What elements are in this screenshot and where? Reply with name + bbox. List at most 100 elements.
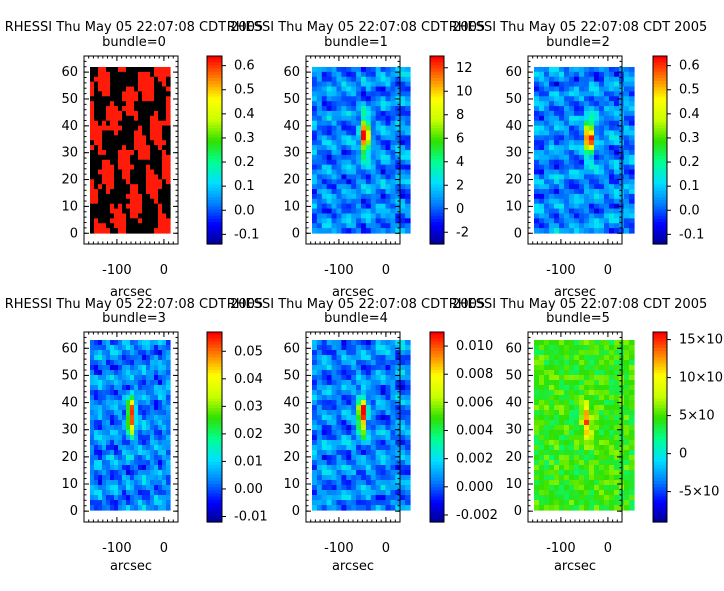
heatmap-cell: [549, 130, 555, 136]
heatmap-cell: [166, 395, 171, 401]
heatmap-cell: [150, 184, 155, 190]
heatmap-cell: [126, 490, 131, 496]
heatmap-cell: [370, 375, 377, 381]
heatmap-cell: [162, 430, 167, 436]
heatmap-cell: [380, 193, 387, 200]
heatmap-cell: [118, 101, 123, 107]
heatmap-cell: [385, 415, 391, 421]
heatmap-image: [90, 340, 171, 511]
heatmap-cell: [609, 81, 615, 88]
heatmap-cell: [351, 71, 357, 78]
heatmap-cell: [569, 425, 575, 431]
heatmap-cell: [604, 164, 610, 171]
heatmap-cell: [559, 150, 565, 156]
heatmap-cell: [351, 395, 357, 401]
heatmap-cell: [138, 415, 143, 421]
heatmap-cell: [106, 350, 111, 356]
heatmap-cell: [370, 500, 377, 506]
heatmap-cell: [554, 470, 560, 476]
heatmap-cell: [326, 375, 333, 381]
heatmap-cell: [110, 395, 115, 401]
heatmap-cell: [158, 395, 163, 401]
heatmap-cell: [326, 228, 333, 234]
heatmap-cell: [356, 228, 362, 234]
heatmap-cell: [321, 385, 328, 391]
colorbar-swatch: [653, 159, 667, 164]
heatmap-cell: [356, 203, 362, 210]
heatmap-cell: [370, 355, 377, 361]
heatmap-cell: [90, 495, 95, 501]
colorbar-swatch: [430, 506, 444, 510]
heatmap-cell: [365, 110, 372, 117]
heatmap-cell: [126, 106, 131, 112]
heatmap-cell: [395, 76, 401, 83]
heatmap-cell: [599, 340, 605, 346]
heatmap-cell: [110, 130, 115, 136]
heatmap-cell: [158, 71, 163, 78]
heatmap-cell: [544, 130, 550, 136]
heatmap-cell: [584, 135, 590, 141]
heatmap-cell: [599, 213, 605, 219]
heatmap-cell: [154, 81, 159, 88]
colorbar-swatch: [207, 215, 222, 220]
heatmap-cell: [365, 86, 372, 93]
heatmap-cell: [118, 355, 123, 361]
heatmap-cell: [405, 154, 411, 161]
heatmap-cell: [336, 189, 342, 195]
heatmap-cell: [351, 485, 357, 491]
heatmap-cell: [569, 400, 575, 406]
heatmap-cell: [142, 425, 147, 431]
colorbar-swatch: [430, 168, 444, 173]
heatmap-cell: [90, 390, 95, 396]
heatmap-cell: [539, 355, 545, 361]
heatmap-cell: [312, 500, 318, 506]
heatmap-cell: [321, 470, 328, 476]
colorbar-swatch: [207, 487, 222, 491]
heatmap-cell: [624, 400, 630, 406]
x-tick-label: 0: [604, 263, 612, 278]
heatmap-cell: [102, 490, 107, 496]
heatmap-cell: [554, 425, 560, 431]
heatmap-cell: [594, 174, 600, 180]
heatmap-cell: [110, 445, 115, 451]
heatmap-cell: [321, 208, 328, 215]
heatmap-cell: [110, 505, 115, 511]
heatmap-cell: [326, 174, 333, 180]
heatmap-cell: [326, 425, 333, 431]
heatmap-cell: [629, 91, 635, 97]
colorbar-swatch: [207, 106, 222, 110]
heatmap-cell: [534, 385, 540, 391]
heatmap-cell: [126, 345, 131, 351]
heatmap-cell: [146, 340, 151, 346]
heatmap-cell: [380, 223, 387, 229]
heatmap-cell: [584, 345, 590, 351]
heatmap-cell: [316, 405, 323, 411]
heatmap-cell: [138, 420, 143, 426]
heatmap-cell: [594, 184, 600, 190]
heatmap-cell: [361, 465, 367, 471]
heatmap-cell: [365, 435, 372, 441]
heatmap-cell: [405, 110, 411, 117]
heatmap-cell: [569, 86, 575, 93]
heatmap-cell: [584, 203, 590, 210]
heatmap-cell: [395, 480, 401, 486]
heatmap-cell: [341, 385, 347, 391]
heatmap-cell: [365, 340, 372, 346]
heatmap-cell: [544, 470, 550, 476]
y-tick-label: 60: [283, 341, 300, 356]
heatmap-cell: [326, 140, 333, 146]
heatmap-cell: [138, 164, 143, 171]
heatmap-cell: [594, 140, 600, 146]
heatmap-cell: [599, 435, 605, 441]
colorbar-swatch: [207, 515, 222, 520]
heatmap-cell: [114, 198, 119, 205]
heatmap-cell: [375, 425, 382, 431]
heatmap-cell: [150, 189, 155, 195]
heatmap-cell: [118, 430, 123, 436]
heatmap-cell: [98, 400, 103, 406]
heatmap-cell: [559, 350, 565, 356]
heatmap-cell: [110, 430, 115, 436]
heatmap-cell: [405, 475, 411, 481]
heatmap-cell: [351, 495, 357, 501]
heatmap-cell: [564, 96, 570, 102]
